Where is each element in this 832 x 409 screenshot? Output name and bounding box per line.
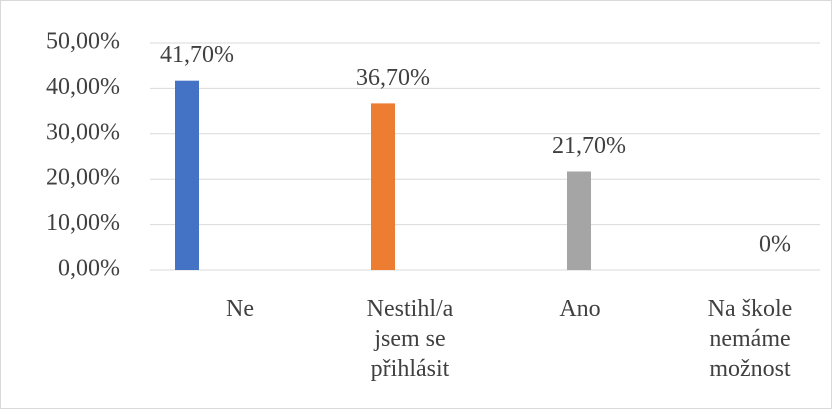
value-label: 21,70% xyxy=(552,133,626,159)
x-tick-label-box: Nestihl/a jsem se přihlásit xyxy=(366,296,454,382)
value-label: 0% xyxy=(759,232,791,258)
x-tick-label: Nestihl/a jsem se přihlásit xyxy=(366,296,454,382)
x-tick-label: Ano xyxy=(559,296,601,322)
x-tick-label-box: Ne xyxy=(226,296,254,322)
x-tick-label: Ne xyxy=(226,296,254,322)
x-tick-label-box: Na škole nemáme možnost xyxy=(707,296,793,382)
bar xyxy=(371,103,395,271)
y-tick-label: 40,00% xyxy=(46,74,120,100)
value-label: 36,70% xyxy=(356,65,430,91)
y-tick-label: 10,00% xyxy=(46,210,120,236)
y-tick-label: 50,00% xyxy=(46,29,120,55)
value-label: 41,70% xyxy=(160,42,234,68)
bar xyxy=(175,80,199,270)
y-tick-label: 20,00% xyxy=(46,165,120,191)
x-tick-label-box: Ano xyxy=(559,296,601,322)
bar xyxy=(567,171,591,270)
x-tick-label: Na škole nemáme možnost xyxy=(707,296,793,382)
y-tick-label: 0,00% xyxy=(58,256,120,282)
y-tick-label: 30,00% xyxy=(46,119,120,145)
